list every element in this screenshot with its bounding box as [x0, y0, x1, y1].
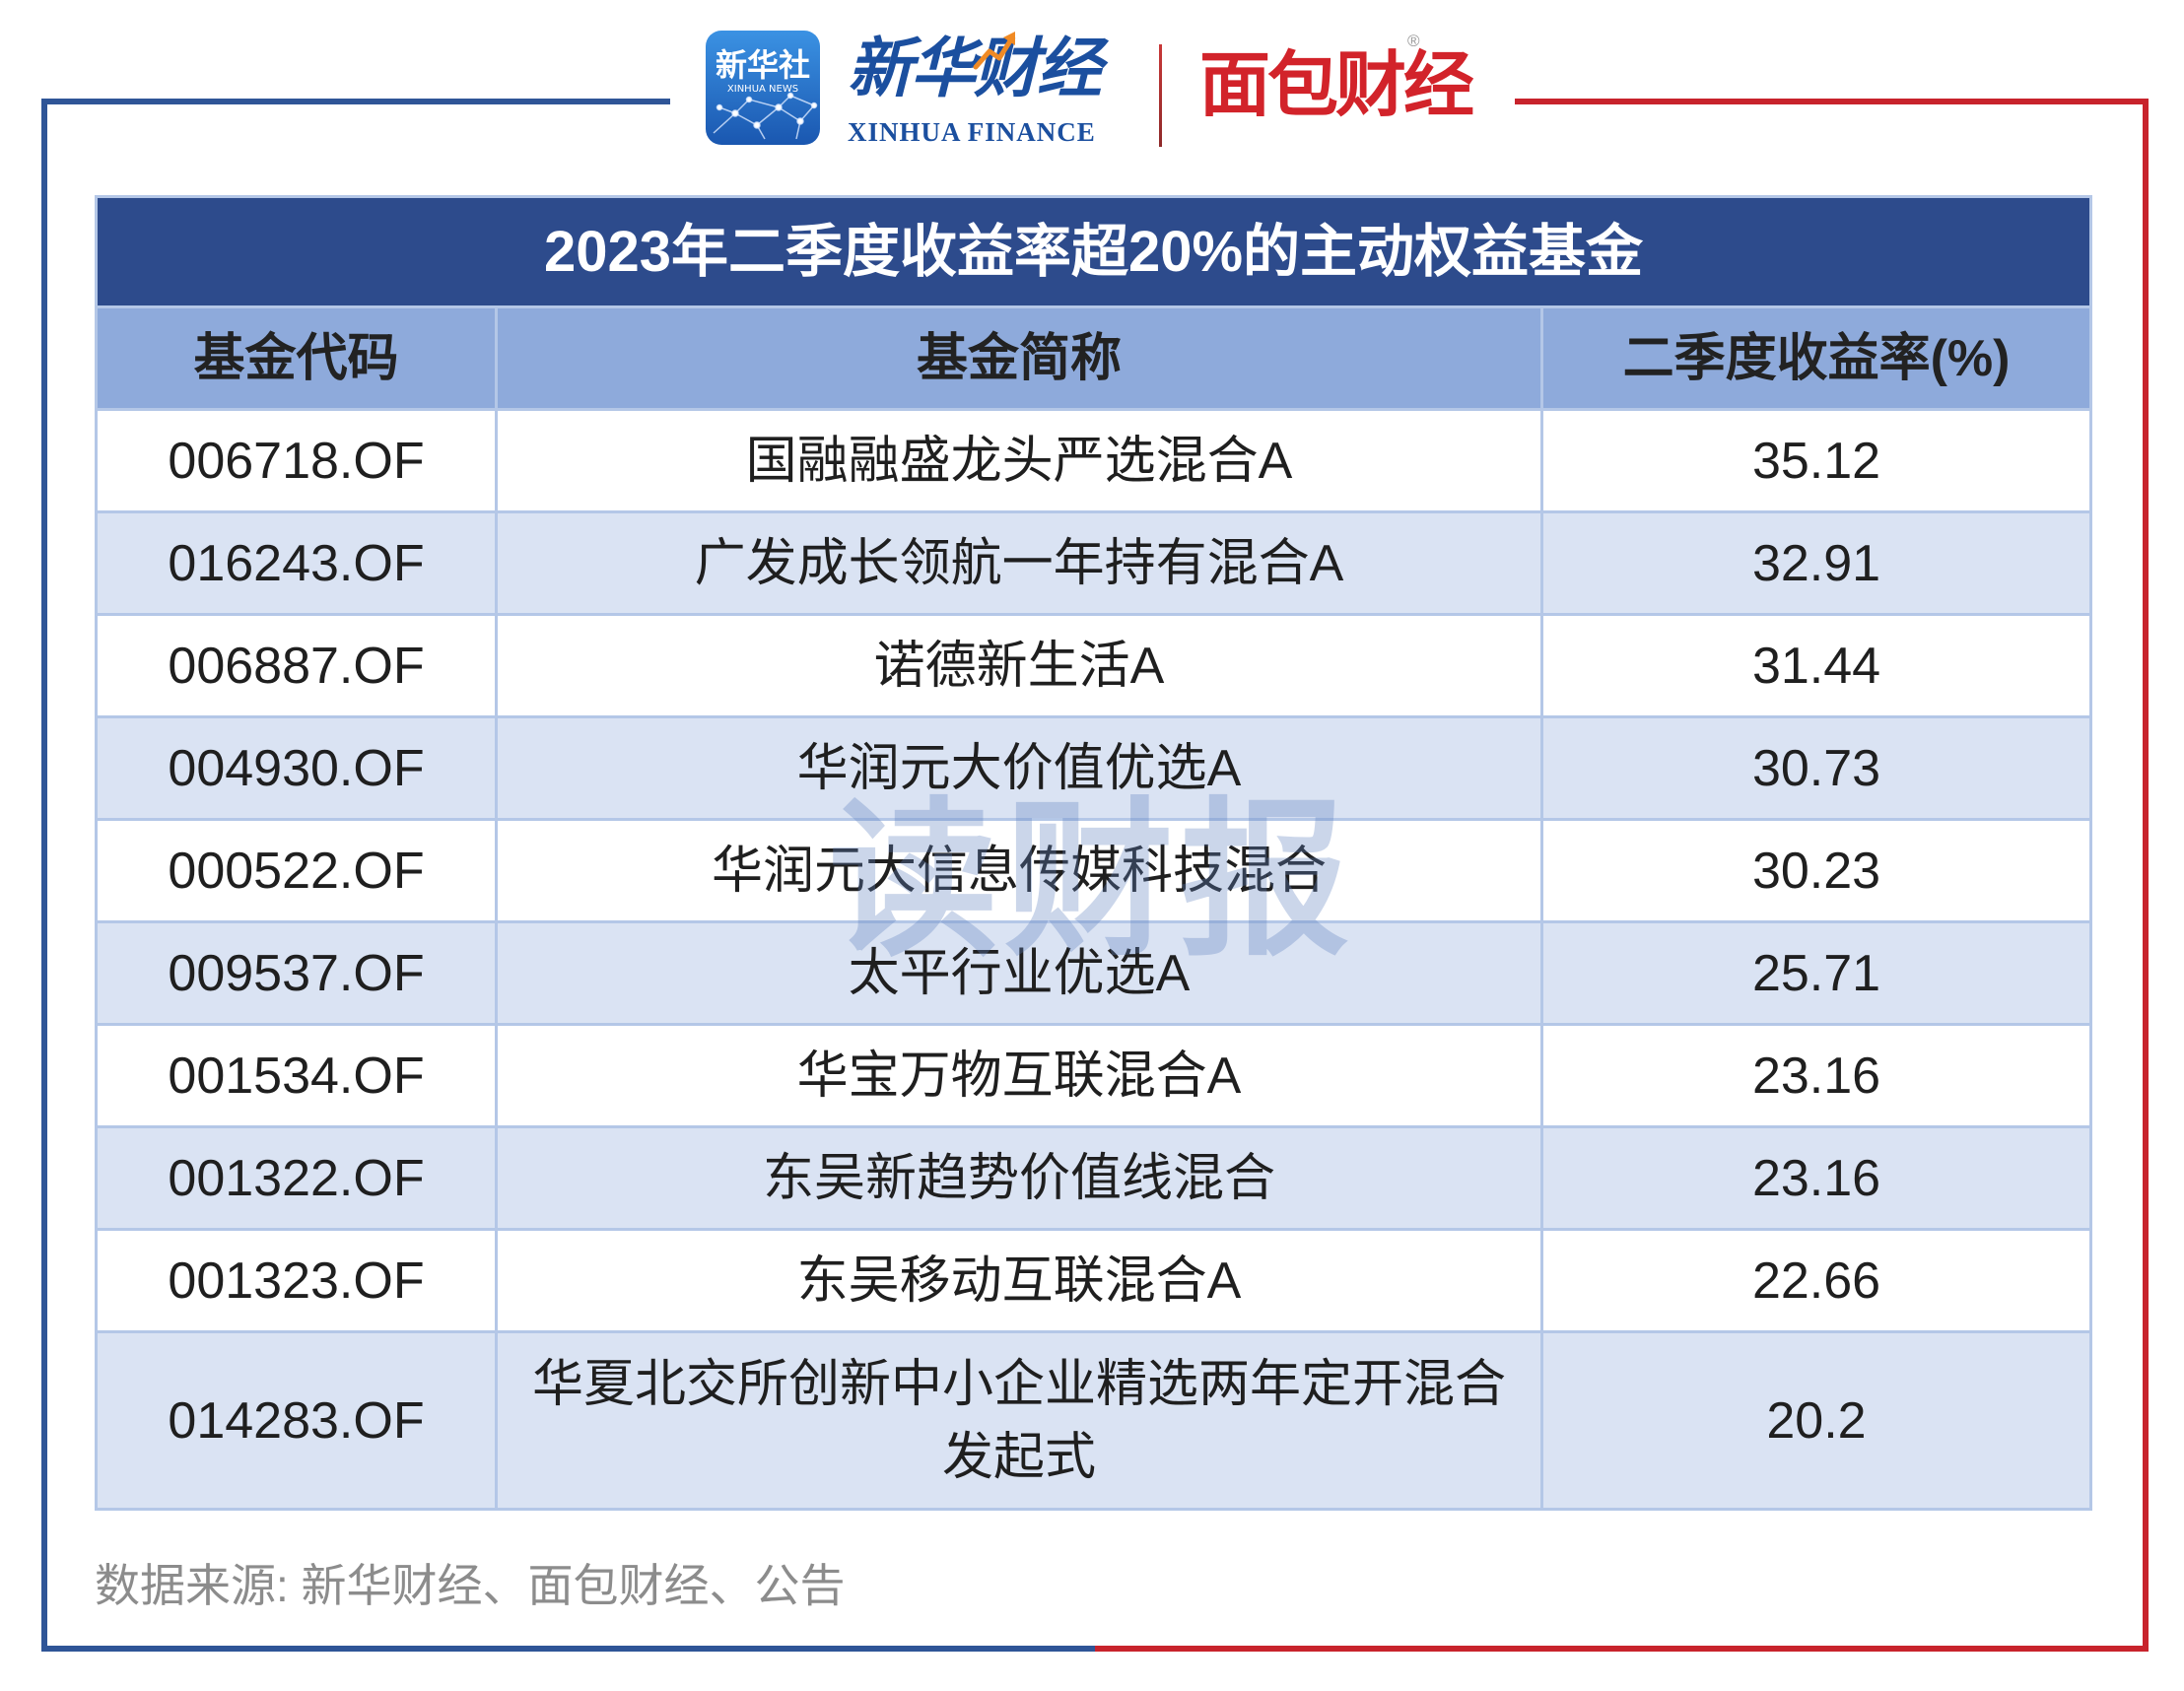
fund-code-cell: 016243.OF	[95, 510, 498, 616]
column-header-q2-return: 二季度收益率(%)	[1539, 305, 2093, 411]
table-row: 014283.OF 华夏北交所创新中小企业精选两年定开混合发起式 20.2	[95, 1330, 2093, 1511]
source-note: 数据来源: 新华财经、面包财经、公告	[95, 1560, 846, 1611]
table-row: 001322.OF 东吴新趋势价值线混合 23.16	[95, 1125, 2093, 1231]
frame-left-line	[41, 99, 47, 1652]
fund-name-cell: 华润元大信息传媒科技混合	[495, 818, 1543, 923]
fund-code-cell: 001534.OF	[95, 1023, 498, 1128]
q2-return-cell: 35.12	[1539, 408, 2093, 513]
fund-name-cell: 东吴移动互联混合A	[495, 1228, 1543, 1333]
fund-code-cell: 001323.OF	[95, 1228, 498, 1333]
frame-top-right-line	[1515, 99, 2149, 104]
table-header-row: 基金代码 基金简称 二季度收益率(%)	[95, 305, 2093, 411]
xinhua-news-logo-name: 新华社	[716, 46, 810, 84]
fund-code-cell: 000522.OF	[95, 818, 498, 923]
frame-top-left-line	[41, 99, 670, 104]
q2-return-cell: 23.16	[1539, 1023, 2093, 1128]
frame-bottom-line	[41, 1646, 2149, 1652]
trend-arrow-icon	[973, 32, 1015, 70]
fund-name-cell: 广发成长领航一年持有混合A	[495, 510, 1543, 616]
table-row: 009537.OF 太平行业优选A 25.71	[95, 920, 2093, 1026]
fund-code-cell: 009537.OF	[95, 920, 498, 1026]
q2-return-cell: 23.16	[1539, 1125, 2093, 1231]
fund-name-cell: 诺德新生活A	[495, 613, 1543, 718]
table-row: 001534.OF 华宝万物互联混合A 23.16	[95, 1023, 2093, 1128]
xinhua-news-logo-subtitle: XINHUA NEWS	[727, 84, 798, 95]
fund-name-cell: 东吴新趋势价值线混合	[495, 1125, 1543, 1231]
fund-code-cell: 006887.OF	[95, 613, 498, 718]
table-title-row: 2023年二季度收益率超20%的主动权益基金	[94, 195, 2093, 308]
fund-code-cell: 004930.OF	[95, 715, 498, 821]
table-row: 006887.OF 诺德新生活A 31.44	[95, 613, 2093, 718]
q2-return-cell: 32.91	[1539, 510, 2093, 616]
table-row: 004930.OF 华润元大价值优选A 30.73	[95, 715, 2093, 821]
fund-name-cell: 华夏北交所创新中小企业精选两年定开混合发起式	[495, 1330, 1543, 1511]
column-header-fund-name: 基金简称	[495, 305, 1543, 411]
fund-code-cell: 001322.OF	[95, 1125, 498, 1231]
table-row: 001323.OF 东吴移动互联混合A 22.66	[95, 1228, 2093, 1333]
column-header-fund-code: 基金代码	[95, 305, 498, 411]
q2-return-cell: 31.44	[1539, 613, 2093, 718]
frame-right-line	[2143, 99, 2149, 1652]
fund-name-text: 华夏北交所创新中小企业精选两年定开混合发起式	[531, 1355, 1506, 1486]
q2-return-cell: 25.71	[1539, 920, 2093, 1026]
fund-returns-table: 2023年二季度收益率超20%的主动权益基金 基金代码 基金简称 二季度收益率(…	[94, 195, 2093, 1511]
logo-divider	[1159, 44, 1162, 147]
table-title: 2023年二季度收益率超20%的主动权益基金	[94, 195, 2093, 308]
fund-code-cell: 006718.OF	[95, 408, 498, 513]
fund-name-cell: 华润元大价值优选A	[495, 715, 1543, 821]
fund-name-cell: 太平行业优选A	[495, 920, 1543, 1026]
q2-return-cell: 30.73	[1539, 715, 2093, 821]
table-row: 000522.OF 华润元大信息传媒科技混合 30.23	[95, 818, 2093, 923]
table-row: 016243.OF 广发成长领航一年持有混合A 32.91	[95, 510, 2093, 616]
registered-mark: ®	[1407, 32, 1420, 50]
q2-return-cell: 20.2	[1539, 1330, 2093, 1511]
network-icon	[713, 92, 818, 140]
table-row: 006718.OF 国融融盛龙头严选混合A 35.12	[95, 408, 2093, 513]
q2-return-cell: 30.23	[1539, 818, 2093, 923]
xinhua-finance-logo-subtitle: XINHUA FINANCE	[848, 117, 1096, 147]
mianbao-finance-logo: 面包财经	[1199, 43, 1474, 126]
q2-return-cell: 22.66	[1539, 1228, 2093, 1333]
xinhua-news-logo: 新华社 XINHUA NEWS	[706, 31, 820, 145]
fund-name-cell: 国融融盛龙头严选混合A	[495, 408, 1543, 513]
fund-name-cell: 华宝万物互联混合A	[495, 1023, 1543, 1128]
fund-code-cell: 014283.OF	[95, 1330, 498, 1511]
